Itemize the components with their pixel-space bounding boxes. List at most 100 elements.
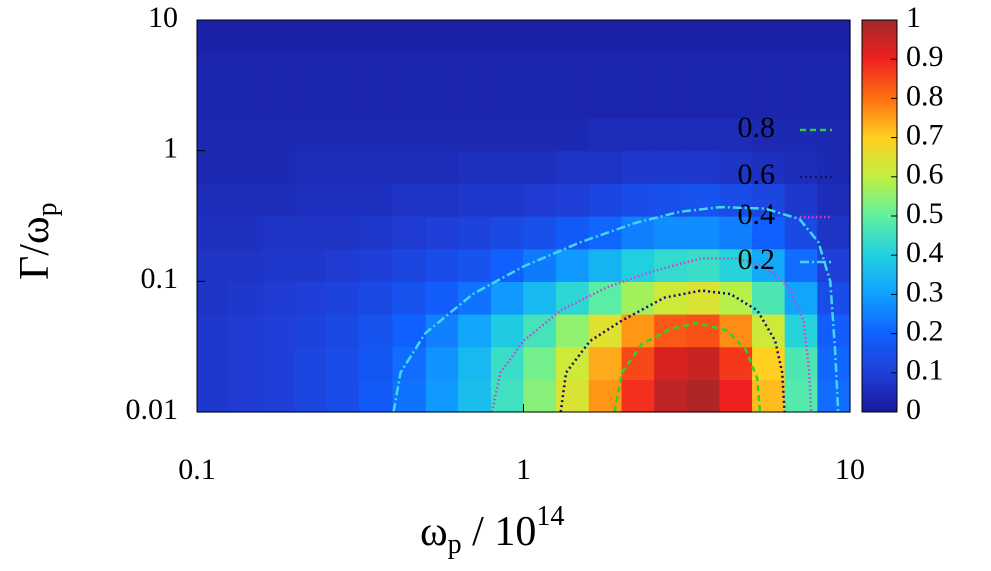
heat-cell: [425, 20, 459, 54]
heat-cell: [490, 150, 524, 184]
heat-cell: [588, 52, 623, 86]
x-tick-label: 1: [516, 453, 531, 486]
heat-cell: [654, 20, 688, 54]
heat-cell: [523, 313, 557, 348]
heat-cell: [686, 183, 721, 217]
heat-cell: [294, 346, 327, 381]
heat-cell: [392, 346, 427, 381]
heat-cell: [458, 346, 492, 381]
heat-cell: [588, 248, 623, 283]
heat-cell: [294, 281, 327, 315]
heat-cell: [654, 215, 688, 250]
heat-cell: [686, 346, 721, 381]
heat-cell: [555, 215, 590, 250]
heat-cell: [654, 150, 688, 184]
legend-label: 0.6: [738, 158, 776, 191]
heat-cell: [621, 85, 655, 119]
heat-cell: [621, 281, 655, 315]
heat-cell: [588, 346, 623, 381]
heat-cell: [325, 281, 360, 315]
x-tick-label: 10: [835, 453, 865, 486]
heat-cell: [262, 313, 296, 348]
contours: 0.8 0.6 0.4 0.2: [392, 111, 840, 413]
heat-cell: [227, 379, 264, 413]
heat-cell: [784, 281, 818, 315]
heat-cell: [425, 85, 459, 119]
colorbar-tick-label: 0.8: [906, 79, 944, 112]
heat-cell: [227, 20, 264, 54]
heat-cell: [654, 379, 688, 413]
heat-cell: [621, 52, 655, 86]
heat-cell: [588, 20, 623, 54]
y-tick-label: 0.1: [141, 262, 179, 295]
heat-cell: [197, 52, 229, 86]
heatmap: [197, 20, 851, 413]
heat-cell: [262, 281, 296, 315]
heat-cell: [458, 150, 492, 184]
heat-cell: [490, 118, 524, 152]
heat-cell: [523, 183, 557, 217]
heat-cell: [294, 118, 327, 152]
heat-cell: [358, 150, 394, 184]
heat-cell: [197, 20, 229, 54]
colorbar-tick-label: 0.6: [906, 158, 944, 191]
heat-cell: [392, 150, 427, 184]
heat-cell: [392, 183, 427, 217]
heat-cell: [197, 150, 229, 184]
heat-cell: [392, 281, 427, 315]
heat-cell: [197, 313, 229, 348]
heat-cell: [262, 248, 296, 283]
heat-cell: [817, 85, 851, 119]
heat-cell: [654, 346, 688, 381]
colorbar-tick-label: 0.4: [906, 236, 944, 269]
heat-cell: [197, 215, 229, 250]
x-label-part: ω: [420, 509, 448, 555]
heat-cell: [458, 248, 492, 283]
heat-cell: [523, 85, 557, 119]
heat-cell: [490, 313, 524, 348]
heat-cell: [262, 52, 296, 86]
heat-cell: [358, 20, 394, 54]
heat-cell: [392, 85, 427, 119]
heat-cell: [654, 248, 688, 283]
heat-cell: [392, 215, 427, 250]
heat-cell: [458, 313, 492, 348]
heat-cell: [817, 248, 851, 283]
heat-cell: [588, 183, 623, 217]
legend-label: 0.8: [738, 111, 776, 144]
heat-cell: [555, 52, 590, 86]
legend-label: 0.2: [738, 243, 776, 276]
colorbar-tick-label: 0.3: [906, 275, 944, 308]
heat-cell: [197, 281, 229, 315]
heat-cell: [621, 150, 655, 184]
heat-cell: [654, 313, 688, 348]
contour-line: [613, 321, 762, 413]
heat-cell: [325, 20, 360, 54]
heat-cell: [458, 85, 492, 119]
heat-cell: [752, 52, 786, 86]
heat-cell: [197, 346, 229, 381]
heat-cell: [654, 281, 688, 315]
heat-cell: [262, 183, 296, 217]
heat-cell: [588, 379, 623, 413]
heat-cell: [686, 85, 721, 119]
heat-cell: [523, 118, 557, 152]
heat-cell: [752, 183, 786, 217]
heat-cell: [358, 85, 394, 119]
heat-cell: [490, 20, 524, 54]
heat-cell: [523, 20, 557, 54]
heat-cell: [621, 118, 655, 152]
heat-cell: [392, 20, 427, 54]
heat-cell: [719, 150, 753, 184]
colorbar-tick-label: 0.5: [906, 197, 944, 230]
x-label-part: / 10: [462, 509, 537, 555]
x-tick-label: 0.1: [178, 453, 216, 486]
heat-cell: [325, 150, 360, 184]
heat-cell: [197, 183, 229, 217]
heat-cell: [523, 52, 557, 86]
heat-cell: [654, 85, 688, 119]
heat-cell: [817, 281, 851, 315]
heat-cell: [294, 379, 327, 413]
heat-cell: [752, 20, 786, 54]
heat-cell: [817, 20, 851, 54]
